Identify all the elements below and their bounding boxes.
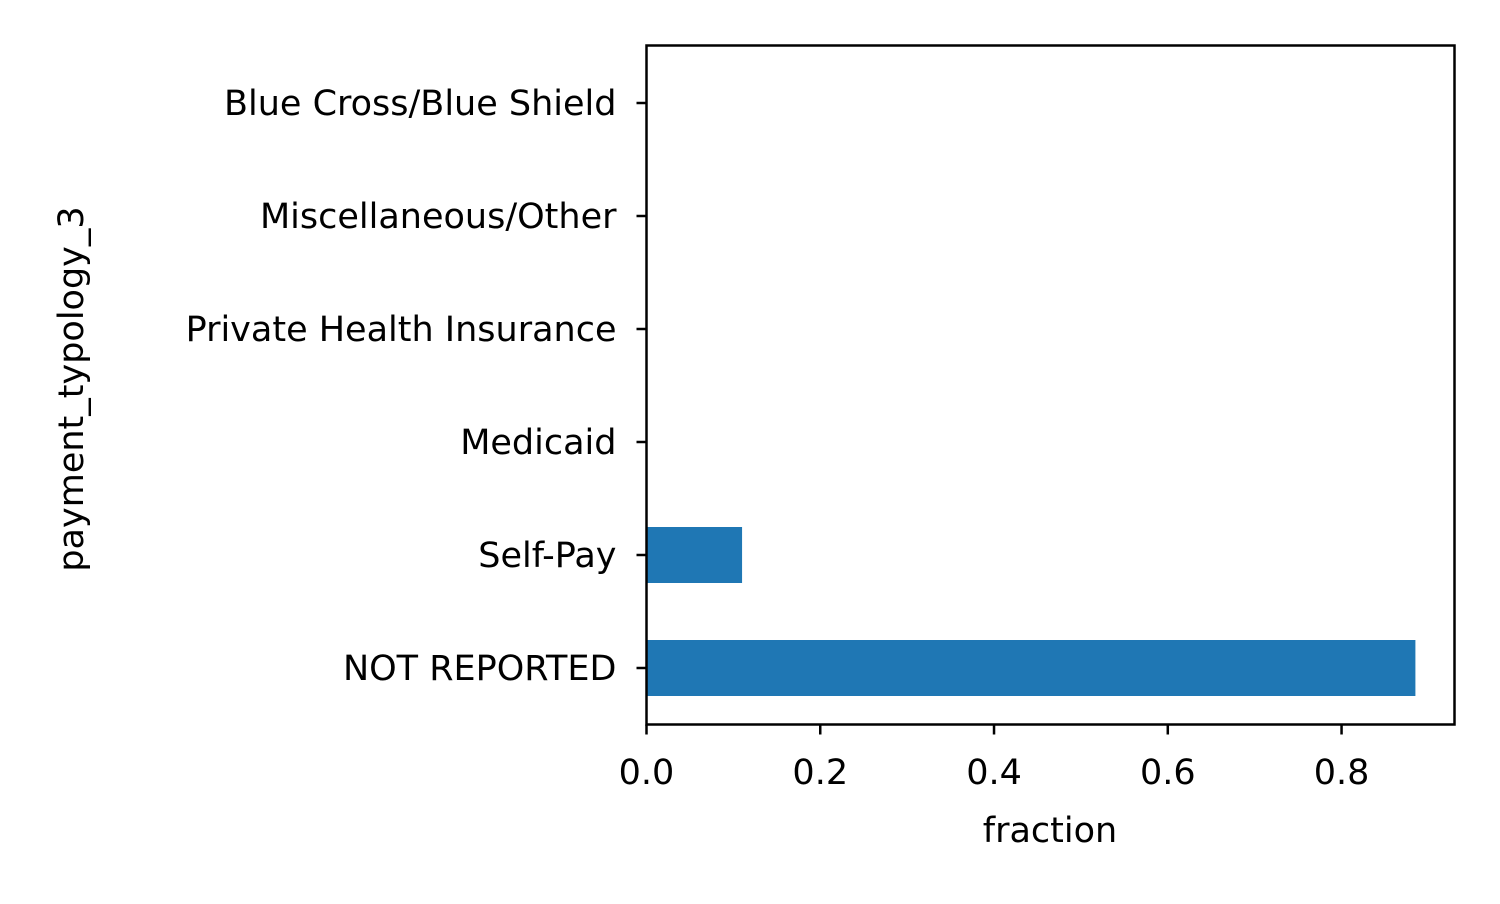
bar-not-reported bbox=[646, 640, 1416, 696]
x-axis-label: fraction bbox=[983, 811, 1117, 851]
y-ticks: NOT REPORTED Self-Pay Medicaid Private Heal… bbox=[186, 84, 647, 689]
x-tick-label-0: 0.0 bbox=[619, 753, 675, 793]
x-tick-label-3: 0.6 bbox=[1140, 753, 1196, 793]
x-tick-label-4: 0.8 bbox=[1314, 753, 1370, 793]
x-ticks: 0.0 0.2 0.4 0.6 0.8 bbox=[619, 724, 1370, 793]
y-tick-label-private-health-insurance: Private Health Insurance bbox=[186, 310, 617, 350]
axes-frame bbox=[645, 44, 1456, 726]
y-tick-label-miscellaneous-other: Miscellaneous/Other bbox=[260, 197, 617, 237]
y-tick-label-blue-cross-blue-shield: Blue Cross/Blue Shield bbox=[224, 84, 617, 124]
bars-layer bbox=[646, 527, 1416, 696]
y-tick-label-medicaid: Medicaid bbox=[460, 423, 616, 463]
x-tick-label-2: 0.4 bbox=[966, 753, 1022, 793]
bar-self-pay bbox=[646, 527, 743, 583]
y-axis-label: payment_typology_3 bbox=[52, 206, 92, 571]
y-tick-label-self-pay: Self-Pay bbox=[478, 536, 616, 576]
y-tick-label-not-reported: NOT REPORTED bbox=[343, 649, 617, 689]
x-tick-label-1: 0.2 bbox=[792, 753, 848, 793]
